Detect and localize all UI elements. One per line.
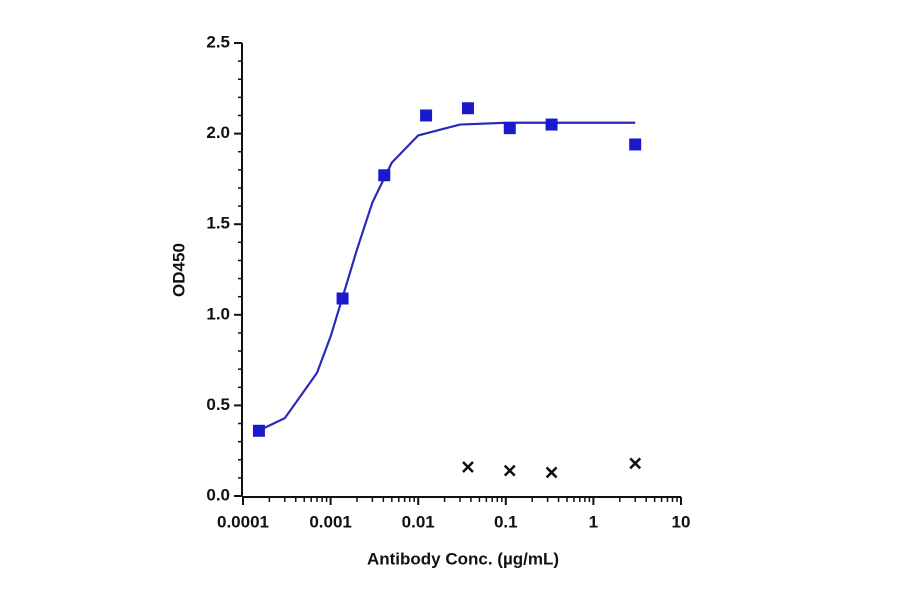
x-tick-label: 1 — [589, 512, 598, 531]
point — [503, 122, 516, 135]
x-tick-label: 0.1 — [494, 512, 518, 531]
point-stroke — [545, 466, 558, 479]
point-stroke — [503, 464, 516, 477]
x-axis-label: Antibody Conc. (µg/mL) — [367, 549, 559, 568]
point — [252, 424, 265, 437]
point-stroke — [629, 457, 642, 470]
x-tick-label: 0.0001 — [217, 512, 269, 531]
point — [378, 169, 391, 182]
point — [545, 466, 558, 479]
point — [420, 109, 433, 122]
y-tick-label: 1.5 — [206, 214, 230, 233]
fit-curve — [257, 121, 636, 432]
y-axis-label: OD450 — [169, 243, 188, 297]
point — [462, 461, 474, 473]
point — [461, 102, 474, 115]
x-tick-label: 0.01 — [402, 512, 435, 531]
y-tick-label: 0.0 — [206, 485, 230, 504]
x-tick-label: 0.001 — [309, 512, 352, 531]
point — [336, 292, 349, 305]
y-tick-label: 0.5 — [206, 395, 230, 414]
point — [545, 118, 558, 131]
y-tick-label: 2.0 — [206, 123, 230, 142]
point — [629, 138, 642, 151]
y-tick-label: 2.5 — [206, 32, 230, 51]
point — [629, 457, 642, 470]
point — [503, 464, 516, 477]
y-tick-label: 1.0 — [206, 304, 230, 323]
x-tick-label: 10 — [672, 512, 691, 531]
point-stroke — [462, 461, 474, 473]
